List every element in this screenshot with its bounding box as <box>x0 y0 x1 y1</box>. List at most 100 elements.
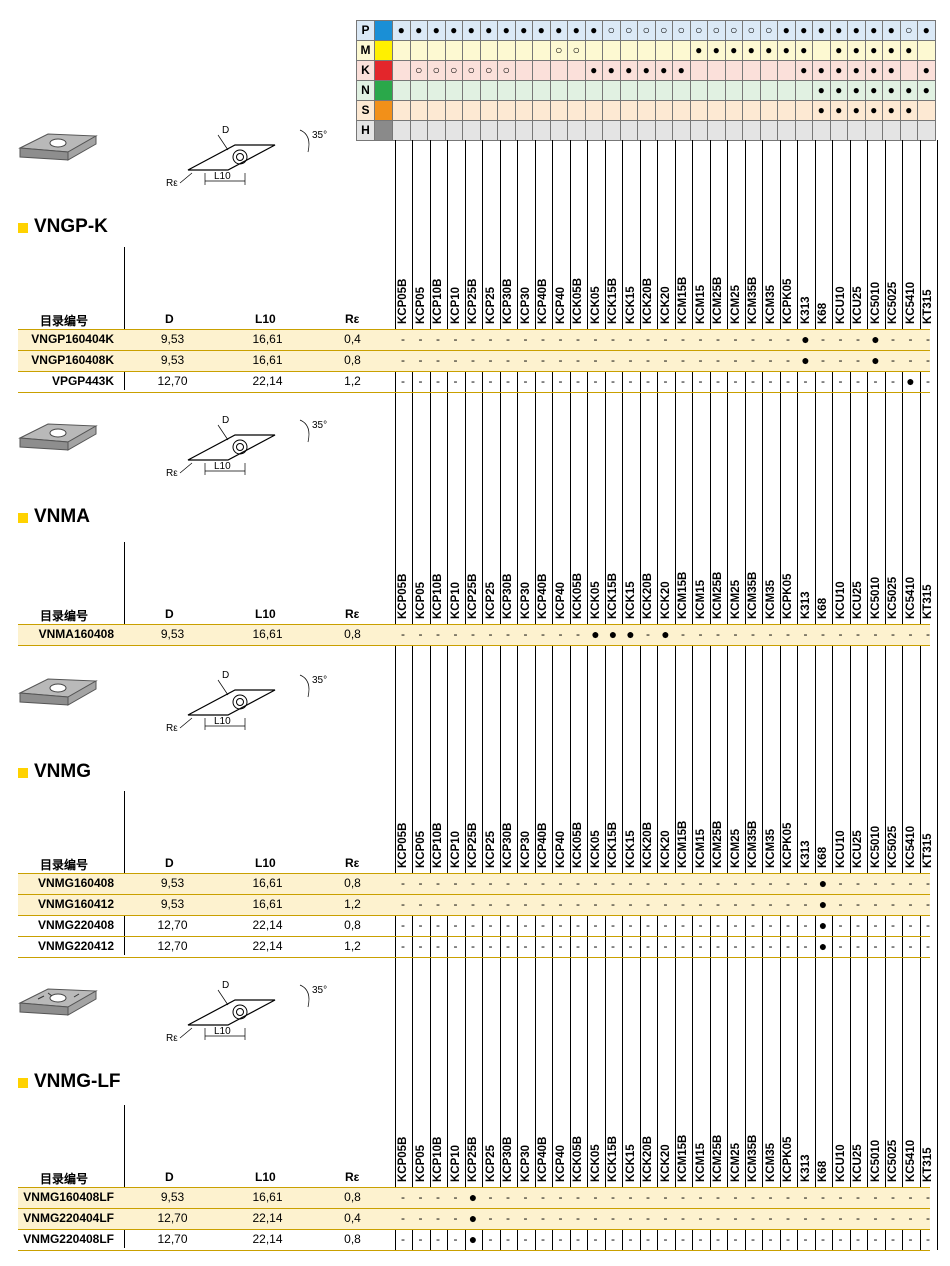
grid-column-line <box>919 140 921 1250</box>
recommended-dot: ● <box>468 1231 478 1247</box>
material-mark <box>672 120 691 141</box>
not-available-dash: - <box>891 1190 895 1204</box>
not-available-dash: - <box>523 1211 528 1225</box>
material-mark <box>812 120 831 141</box>
not-available-dash: - <box>856 1211 860 1225</box>
material-mark: ● <box>882 80 901 101</box>
material-mark <box>812 40 831 61</box>
row-separator <box>18 392 930 393</box>
not-available-dash: - <box>786 332 790 346</box>
recommended-dot: ● <box>468 1210 478 1226</box>
material-mark <box>777 120 796 141</box>
material-mark: ○ <box>899 20 918 41</box>
grade-header: KCP30B <box>502 278 514 324</box>
grade-header: KC5410 <box>904 825 917 868</box>
grade-header: KCP40 <box>554 286 567 324</box>
grade-header: KCP05B <box>397 1136 409 1182</box>
material-row-s: S ● ● ● ● ● ● <box>356 100 936 121</box>
material-mark <box>514 120 533 141</box>
row-highlight <box>18 624 930 645</box>
cell-d: 9,53 <box>160 876 185 890</box>
grid-column-line <box>832 140 833 1250</box>
grade-header: KC5025 <box>887 281 899 324</box>
not-available-dash: - <box>891 353 895 367</box>
not-available-dash: - <box>418 1190 423 1204</box>
not-available-dash: - <box>698 918 703 932</box>
material-mark <box>689 120 708 141</box>
recommended-dot: ● <box>906 373 915 389</box>
not-available-dash: - <box>838 876 843 890</box>
material-mark: ● <box>847 100 866 121</box>
not-available-dash: - <box>803 876 808 890</box>
material-mark: ● <box>899 80 918 101</box>
row-separator <box>18 957 930 958</box>
material-mark <box>724 100 743 121</box>
not-available-dash: - <box>873 918 878 932</box>
svg-text:Rε: Rε <box>166 468 178 479</box>
not-available-dash: - <box>698 1190 703 1204</box>
cell-re: 0,8 <box>344 1232 361 1246</box>
material-mark <box>479 40 498 61</box>
cell-code: VPGP443K <box>51 374 114 388</box>
material-mark <box>672 80 691 101</box>
not-available-dash: - <box>856 1190 860 1204</box>
grade-header: KCP40B <box>537 278 549 324</box>
not-available-dash: - <box>681 918 685 932</box>
column-header-code: 目录编号 <box>40 314 89 328</box>
material-mark: ○ <box>672 20 691 41</box>
svg-text:D: D <box>222 670 229 681</box>
grade-header: KC5010 <box>869 1139 882 1182</box>
cell-code: VNGP160404K <box>31 332 114 346</box>
section-title: VNGP-K <box>34 216 108 237</box>
not-available-dash: - <box>453 897 458 911</box>
not-available-dash: - <box>558 374 563 388</box>
not-available-dash: - <box>506 353 510 367</box>
cell-d: 9,53 <box>160 627 185 641</box>
grade-header: KCM25 <box>729 829 742 868</box>
not-available-dash: - <box>856 897 860 911</box>
material-mark <box>637 100 656 121</box>
recommended-dot: ● <box>591 626 600 642</box>
grid-column-line <box>569 140 571 1250</box>
grade-header: KCP10B <box>432 573 444 619</box>
grade-header: KCM25B <box>712 571 724 619</box>
material-mark <box>637 40 656 61</box>
grade-header: KC5410 <box>904 281 917 324</box>
not-available-dash: - <box>891 627 895 641</box>
not-available-dash: - <box>733 353 738 367</box>
row-separator <box>18 350 930 351</box>
not-available-dash: - <box>838 374 843 388</box>
not-available-dash: - <box>681 1211 685 1225</box>
not-available-dash: - <box>873 627 878 641</box>
column-header-d: D <box>165 856 174 870</box>
grade-header: K68 <box>817 302 829 324</box>
not-available-dash: - <box>751 1232 755 1246</box>
cell-d: 9,53 <box>160 332 185 346</box>
not-available-dash: - <box>803 1232 808 1246</box>
not-available-dash: - <box>873 1190 878 1204</box>
not-available-dash: - <box>698 627 703 641</box>
grid-column-line <box>744 140 746 1250</box>
not-available-dash: - <box>733 939 738 953</box>
not-available-dash: - <box>838 897 843 911</box>
not-available-dash: - <box>453 939 458 953</box>
column-header-code: 目录编号 <box>40 1172 89 1186</box>
code-column-divider <box>124 542 125 643</box>
material-mark <box>917 40 936 61</box>
column-header-re: Rε <box>345 1170 360 1184</box>
column-header-d: D <box>165 607 174 621</box>
material-mark: ● <box>672 60 691 81</box>
not-available-dash: - <box>418 1232 423 1246</box>
cell-code: VNMG220408LF <box>23 1232 114 1246</box>
not-available-dash: - <box>541 1211 545 1225</box>
material-mark: ● <box>532 20 551 41</box>
section-marker-square <box>18 1078 28 1088</box>
grade-header: KCP25 <box>484 830 497 868</box>
not-available-dash: - <box>453 918 458 932</box>
not-available-dash: - <box>803 918 808 932</box>
not-available-dash: - <box>471 876 475 890</box>
cell-re: 0,8 <box>344 876 361 890</box>
grade-header: KCP30B <box>502 1136 514 1182</box>
grade-header: KCU25 <box>852 830 864 868</box>
material-mark: ● <box>899 100 918 121</box>
